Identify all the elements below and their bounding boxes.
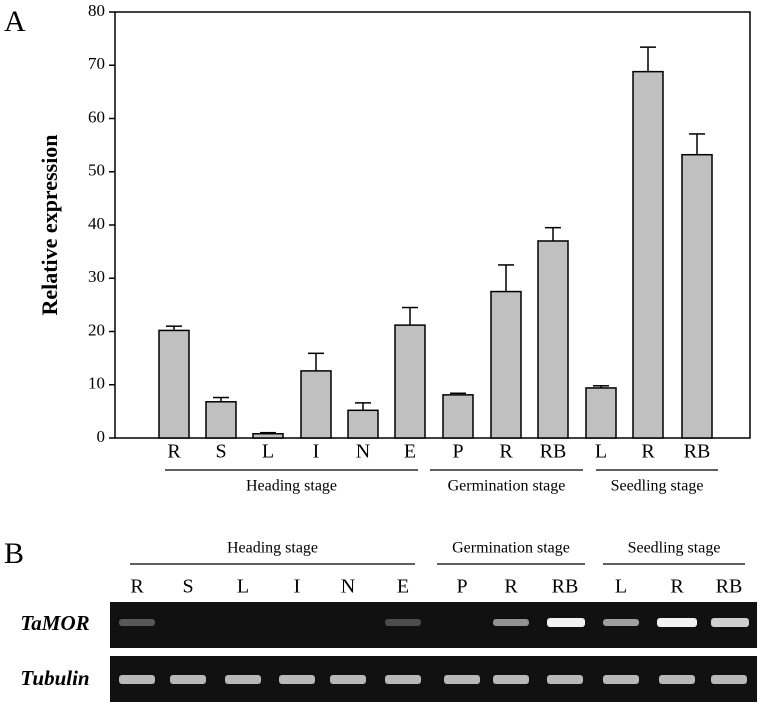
bar [300,370,332,439]
x-tick-label: RB [540,441,567,463]
gel-group-label: Heading stage [227,540,318,557]
x-tick-label: L [262,441,274,463]
row-label: Tubulin [20,666,89,690]
panel-label: B [4,537,24,570]
bar [537,240,569,439]
y-tick-label: 50 [88,161,105,180]
lane-label: R [504,576,518,598]
band [659,675,695,684]
band [330,675,366,684]
gel-group-label: Seedling stage [628,540,721,557]
x-tick-label: N [356,441,370,463]
y-tick-label: 70 [88,54,105,73]
band [603,675,639,684]
band [547,675,583,684]
gel-row [110,656,757,702]
y-tick-label: 10 [88,374,105,393]
bar [585,387,617,439]
group-label: Germination stage [448,478,566,495]
lane-label: N [341,576,355,598]
x-tick-label: I [313,441,320,463]
group-label: Heading stage [246,478,337,495]
x-tick-label: P [452,441,463,463]
band [493,619,529,626]
bar [158,329,190,439]
bar [252,432,284,439]
lane-label: E [397,576,409,598]
y-tick-label: 20 [88,320,105,339]
group-label: Seedling stage [611,478,704,495]
bar [205,401,237,439]
lane-label: RB [716,576,743,598]
gel-bands [119,618,749,684]
x-tick-label: R [167,441,181,463]
gel-row [110,602,757,648]
lane-label: RB [552,576,579,598]
band [119,619,155,626]
band [603,619,639,626]
band [711,675,747,684]
y-tick-label: 80 [88,1,105,20]
bar [442,394,474,439]
x-tick-label: R [499,441,513,463]
y-tick-label: 60 [88,107,105,126]
bar [394,324,426,439]
x-tick-label: R [641,441,655,463]
bar [347,409,379,439]
band [493,675,529,684]
lane-label: I [294,576,301,598]
lane-label: L [237,576,249,598]
y-tick-label: 0 [97,427,106,446]
band [279,675,315,684]
gel-group-label: Germination stage [452,540,570,557]
x-tick-label: L [595,441,607,463]
y-axis-label: Relative expression [37,134,62,315]
x-tick-label: S [215,441,226,463]
y-tick-label: 30 [88,267,105,286]
band [385,675,421,684]
band [444,675,480,684]
bar [681,153,713,439]
band [119,675,155,684]
lane-label: L [615,576,627,598]
y-tick-label: 40 [88,214,105,233]
band [657,618,697,627]
lane-label: R [130,576,144,598]
x-tick-label: RB [684,441,711,463]
band [547,618,585,627]
x-tick-label: E [404,441,416,463]
row-label: TaMOR [20,611,89,635]
bar [632,70,664,439]
band [170,675,206,684]
band [225,675,261,684]
band [385,619,421,626]
bar [490,290,522,439]
lane-label: P [456,576,467,598]
panel-label: A [4,5,26,38]
lane-label: R [670,576,684,598]
band [711,618,749,627]
lane-label: S [182,576,193,598]
